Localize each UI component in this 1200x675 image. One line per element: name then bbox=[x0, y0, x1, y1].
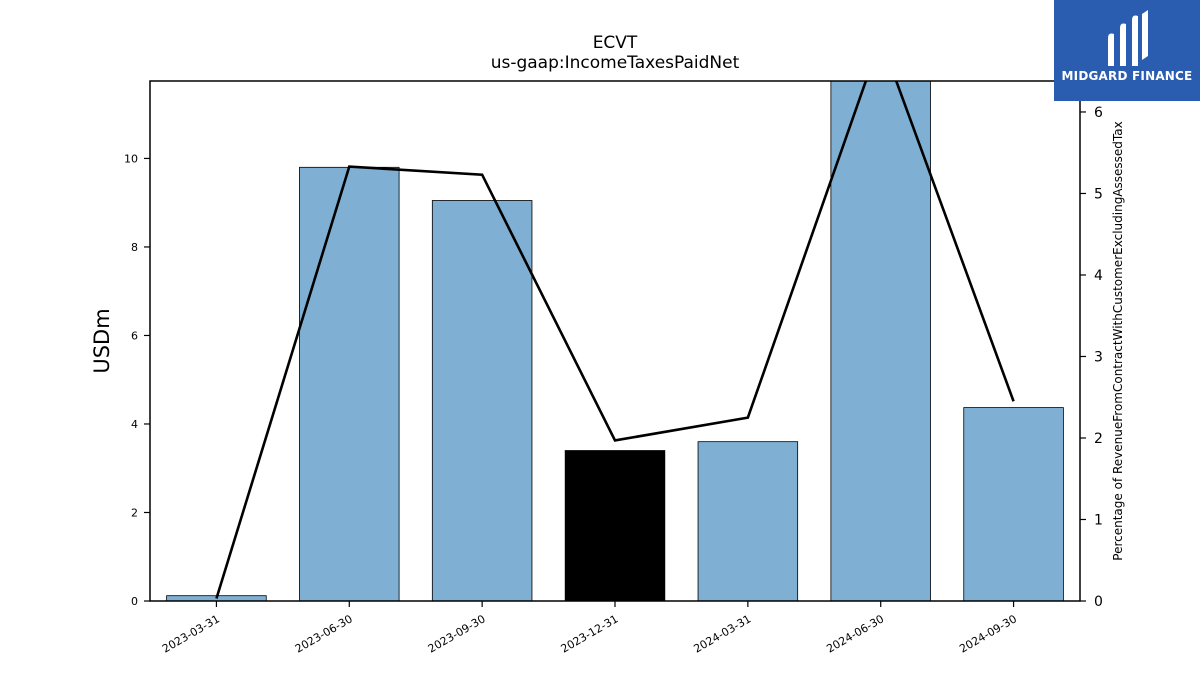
line-series bbox=[215, 81, 1015, 599]
x-tick-label: 2023-03-31 bbox=[160, 612, 222, 655]
x-tick-label: 2023-06-30 bbox=[293, 612, 355, 655]
chart-title: ECVT bbox=[593, 33, 638, 53]
x-tick-label: 2024-09-30 bbox=[957, 612, 1019, 655]
y-tick-label: 2 bbox=[131, 506, 138, 519]
bar-series bbox=[166, 81, 1064, 601]
bar bbox=[431, 200, 533, 601]
y-tick-label: 10 bbox=[124, 152, 138, 165]
y-tick-label: 4 bbox=[131, 418, 138, 431]
bar bbox=[830, 81, 931, 601]
y-tick-label: 0 bbox=[131, 595, 138, 608]
bar bbox=[299, 166, 400, 601]
bar bbox=[564, 450, 666, 601]
midgard-logo-icon bbox=[1108, 10, 1148, 66]
y-tick-label: 8 bbox=[131, 241, 138, 254]
chart-subtitle: us-gaap:IncomeTaxesPaidNet bbox=[491, 53, 740, 73]
bar bbox=[697, 441, 799, 601]
y-tick-label: 6 bbox=[131, 329, 138, 342]
y2-axis-label: Percentage of RevenueFromContractWithCus… bbox=[1111, 121, 1125, 560]
x-tick-label: 2024-03-31 bbox=[691, 612, 753, 655]
x-axis: 2023-03-31 2023-06-30 2023-09-30 2023-12-31… bbox=[160, 601, 1019, 656]
y2-tick-label: 5 bbox=[1094, 186, 1103, 202]
brand-logo: MIDGARD FINANCE bbox=[1054, 0, 1200, 101]
y2-tick-label: 2 bbox=[1094, 431, 1103, 447]
y-axis-left: 0 2 4 6 8 10 bbox=[124, 152, 150, 608]
x-tick-label: 2024-06-30 bbox=[824, 612, 886, 655]
y2-tick-label: 1 bbox=[1094, 512, 1103, 528]
x-tick-label: 2023-12-31 bbox=[559, 612, 621, 655]
y2-tick-label: 0 bbox=[1094, 594, 1103, 610]
brand-name: MIDGARD FINANCE bbox=[1061, 69, 1193, 83]
y-axis-label: USDm bbox=[90, 308, 114, 373]
y2-tick-label: 4 bbox=[1094, 268, 1103, 284]
x-tick-label: 2023-09-30 bbox=[426, 612, 488, 655]
y2-tick-label: 6 bbox=[1094, 105, 1103, 121]
bar bbox=[963, 407, 1064, 601]
series-line bbox=[215, 81, 1015, 599]
y2-tick-label: 3 bbox=[1094, 349, 1103, 365]
y-axis-right: 0 1 2 3 4 5 6 bbox=[1080, 105, 1103, 610]
